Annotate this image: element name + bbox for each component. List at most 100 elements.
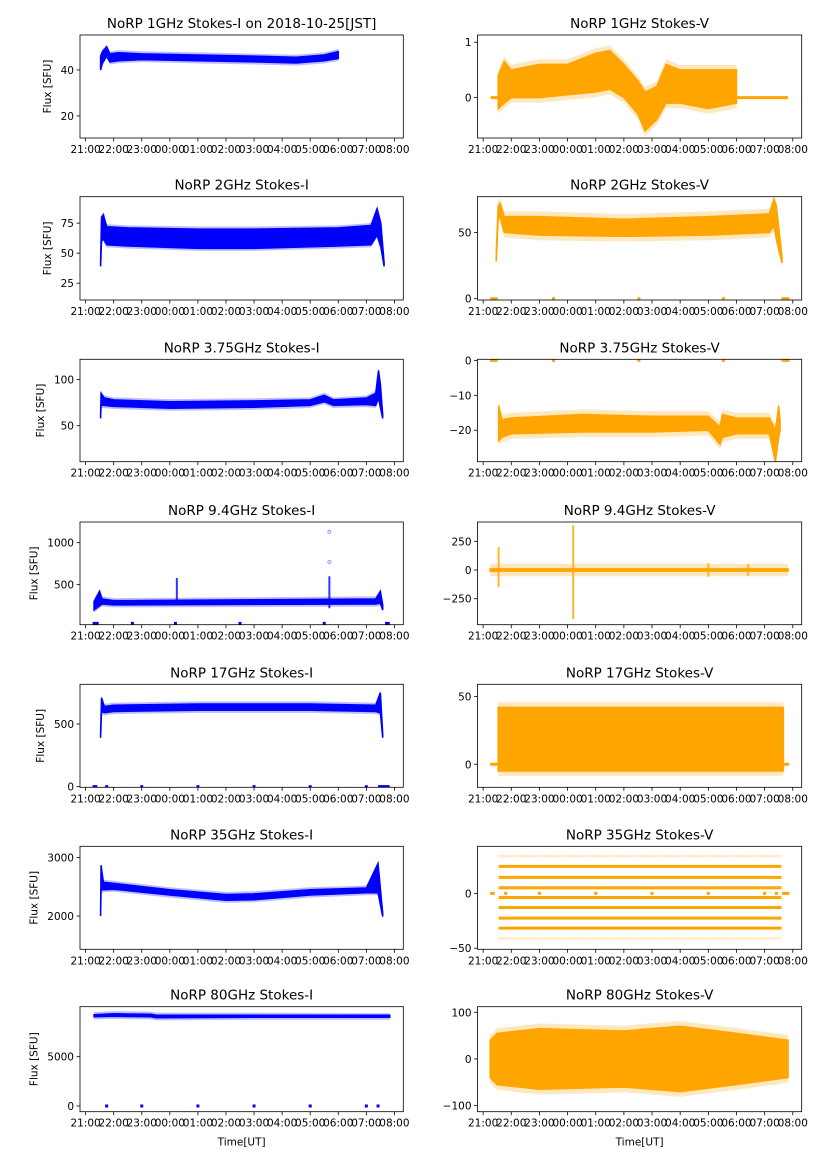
data-band: [99, 860, 384, 917]
y-tick-label: 20: [61, 111, 74, 123]
data-marker: [376, 1104, 380, 1108]
x-tick-label: 02:00: [211, 144, 241, 156]
data-marker: [105, 1104, 109, 1108]
x-tick-label: 01:00: [183, 306, 213, 318]
x-tick-label: 21:00: [468, 468, 498, 480]
x-tick-label: 21:00: [468, 955, 498, 967]
axes-frame: [79, 34, 404, 139]
data-marker: [173, 621, 177, 625]
subplot-title: NoRP 9.4GHz Stokes-V: [564, 503, 717, 519]
x-tick-label: 01:00: [581, 793, 611, 805]
subplot-4: 21:0022:0023:0000:0001:0002:0003:0004:00…: [458, 178, 808, 318]
data-marker: [364, 1104, 368, 1108]
x-tick-label: 08:00: [379, 144, 409, 156]
plot-area: [93, 1011, 391, 1108]
x-tick-label: 06:00: [323, 1118, 353, 1130]
x-tick-label: 08:00: [379, 631, 409, 643]
x-tick-label: 21:00: [70, 1118, 100, 1130]
data-marker: [140, 1104, 144, 1108]
x-tick-label: 08:00: [778, 631, 808, 643]
x-tick-label: 03:00: [637, 144, 667, 156]
x-tick-label: 07:00: [750, 468, 780, 480]
subplot-12: 21:0022:0023:0000:0001:0002:0003:0004:00…: [449, 827, 808, 967]
x-tick-label: 00:00: [552, 306, 582, 318]
x-tick-label: 05:00: [295, 793, 325, 805]
x-tick-label: 00:00: [552, 1118, 582, 1130]
data-band: [489, 1025, 789, 1093]
x-tick-label: 23:00: [524, 793, 554, 805]
x-tick-label: 22:00: [99, 468, 129, 480]
x-tick-label: 01:00: [183, 955, 213, 967]
x-tick-label: 03:00: [239, 1118, 269, 1130]
x-tick-label: 22:00: [496, 955, 526, 967]
x-tick-label: 02:00: [211, 631, 241, 643]
data-band: [497, 49, 738, 133]
x-tick-label: 05:00: [295, 1118, 325, 1130]
data-marker: [196, 785, 200, 788]
subplot-14: 21:0022:0023:0000:0001:0002:0003:0004:00…: [443, 988, 808, 1149]
y-axis-label: Flux [SFU]: [29, 546, 41, 600]
y-tick-label: 75: [61, 218, 74, 230]
x-tick-label: 04:00: [665, 468, 695, 480]
x-tick-label: 00:00: [155, 631, 185, 643]
y-tick-label: 5000: [47, 1052, 74, 1064]
y-tick-label: 500: [54, 580, 74, 592]
x-tick-label: 06:00: [323, 468, 353, 480]
x-tick-label: 21:00: [70, 306, 100, 318]
x-tick-label: 22:00: [99, 793, 129, 805]
x-tick-label: 21:00: [70, 631, 100, 643]
x-tick-label: 05:00: [693, 1118, 723, 1130]
x-tick-label: 01:00: [581, 631, 611, 643]
x-tick-label: 21:00: [70, 955, 100, 967]
x-tick-label: 05:00: [693, 144, 723, 156]
data-marker: [252, 1104, 256, 1108]
x-tick-label: 08:00: [778, 468, 808, 480]
x-tick-label: 04:00: [267, 1118, 297, 1130]
subplot-10: 21:0022:0023:0000:0001:0002:0003:0004:00…: [458, 665, 808, 805]
y-tick-label: 50: [61, 421, 74, 433]
x-tick-label: 02:00: [609, 144, 639, 156]
x-tick-label: 02:00: [609, 1118, 639, 1130]
x-tick-label: 22:00: [99, 631, 129, 643]
plot-area: [99, 860, 384, 920]
x-tick-label: 22:00: [99, 144, 129, 156]
x-tick-label: 05:00: [295, 955, 325, 967]
x-tick-label: 22:00: [496, 468, 526, 480]
x-tick-label: 06:00: [721, 306, 751, 318]
subplot-9: 21:0022:0023:0000:0001:0002:0003:0004:00…: [35, 665, 409, 805]
x-tick-label: 07:00: [351, 144, 381, 156]
x-tick-label: 01:00: [581, 144, 611, 156]
data-band: [99, 206, 385, 267]
x-tick-label: 03:00: [637, 1118, 667, 1130]
x-tick-label: 06:00: [721, 955, 751, 967]
y-tick-label: −20: [449, 425, 471, 437]
x-tick-label: 03:00: [637, 793, 667, 805]
x-tick-label: 23:00: [524, 468, 554, 480]
x-tick-label: 23:00: [127, 631, 157, 643]
x-tick-label: 22:00: [99, 306, 129, 318]
x-tick-label: 05:00: [295, 631, 325, 643]
subplot-title: NoRP 35GHz Stokes-V: [566, 827, 714, 843]
y-tick-label: 25: [61, 278, 74, 290]
y-tick-label: 500: [54, 719, 74, 731]
y-tick-label: 1000: [47, 538, 74, 550]
x-tick-label: 07:00: [351, 306, 381, 318]
x-tick-label: 06:00: [323, 144, 353, 156]
x-tick-label: 06:00: [721, 468, 751, 480]
x-tick-label: 08:00: [778, 1118, 808, 1130]
x-tick-label: 01:00: [183, 1118, 213, 1130]
data-band: [497, 405, 781, 462]
x-tick-label: 02:00: [211, 306, 241, 318]
data-marker: [763, 891, 767, 895]
x-tick-label: 02:00: [609, 306, 639, 318]
x-tick-label: 03:00: [239, 631, 269, 643]
x-tick-label: 00:00: [552, 793, 582, 805]
x-tick-label: 21:00: [70, 468, 100, 480]
x-tick-label: 23:00: [524, 1118, 554, 1130]
x-tick-label: 08:00: [379, 1118, 409, 1130]
x-tick-label: 04:00: [267, 468, 297, 480]
axes-frame: [79, 196, 404, 301]
x-tick-label: 04:00: [665, 306, 695, 318]
y-tick-label: 0: [465, 93, 472, 105]
y-axis-label: Flux [SFU]: [35, 384, 47, 438]
